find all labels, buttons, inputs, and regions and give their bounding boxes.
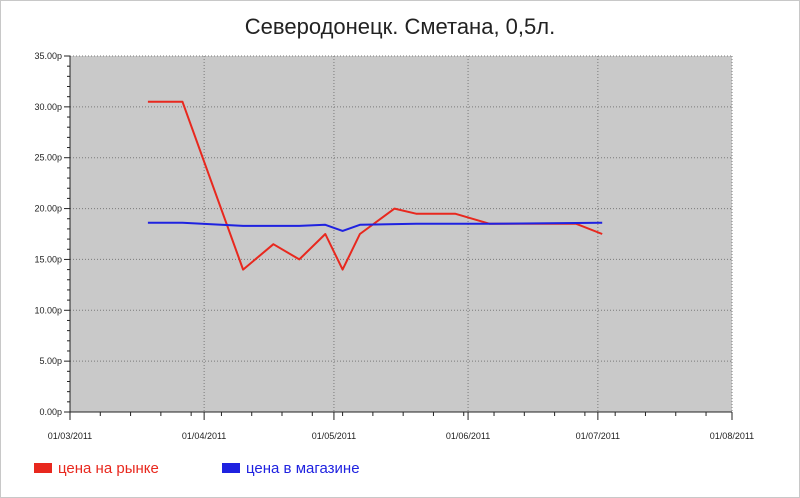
y-tick-label: 15.00р	[34, 254, 62, 264]
y-tick-label: 25.00р	[34, 153, 62, 163]
series-line-store	[147, 221, 603, 232]
x-tick-label: 01/07/2011	[576, 431, 620, 441]
legend-label-market: цена на рынке	[58, 459, 159, 477]
x-tick-label: 01/04/2011	[182, 431, 226, 441]
legend-item-market: цена на рынке	[34, 458, 159, 478]
legend-label-store: цена в магазине	[246, 459, 360, 477]
x-tick-label: 01/05/2011	[312, 431, 356, 441]
legend-swatch-market	[34, 463, 52, 473]
legend-swatch-store	[222, 463, 240, 473]
plot-area	[70, 56, 732, 412]
chart-title: Северодонецк. Сметана, 0,5л.	[244, 14, 556, 39]
y-tick-label: 5.00р	[39, 356, 62, 366]
y-tick-label: 20.00р	[34, 204, 62, 214]
y-tick-label: 0.00р	[39, 407, 62, 417]
x-tick-label: 01/03/2011	[48, 431, 92, 441]
y-tick-label: 10.00р	[34, 305, 62, 315]
legend-item-store: цена в магазине	[222, 458, 360, 478]
y-tick-label: 35.00р	[34, 51, 62, 61]
x-tick-label: 01/08/2011	[710, 431, 754, 441]
y-tick-label: 30.00р	[34, 102, 62, 112]
x-tick-label: 01/06/2011	[446, 431, 490, 441]
